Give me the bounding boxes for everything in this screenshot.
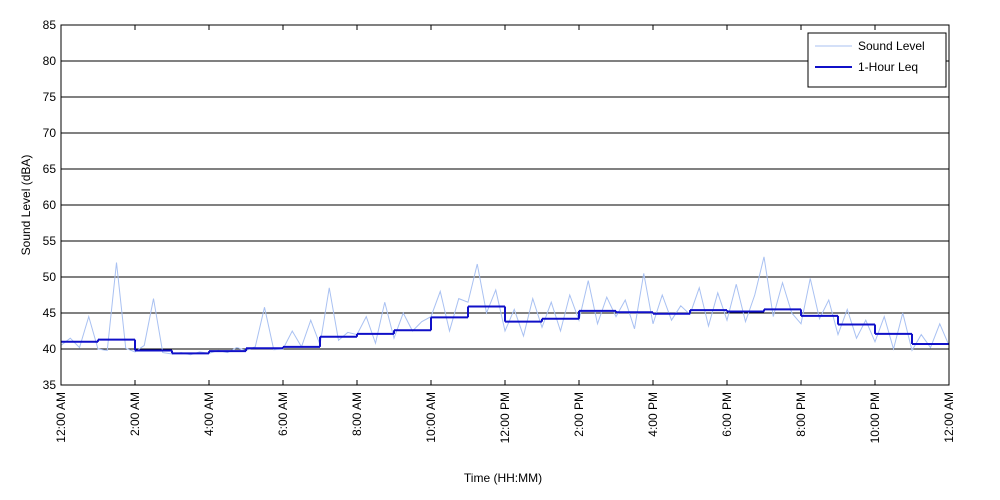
x-tick-label: 8:00 PM <box>794 392 808 437</box>
x-tick-label: 10:00 PM <box>868 392 882 443</box>
x-tick-label: 10:00 AM <box>424 392 438 443</box>
plot-frame <box>60 24 950 386</box>
x-tick-label: 8:00 AM <box>350 392 364 436</box>
y-tick-label: 80 <box>43 54 57 68</box>
y-tick-label: 45 <box>43 306 57 320</box>
x-tick-label: 12:00 AM <box>942 392 956 443</box>
y-tick-label: 50 <box>43 270 57 284</box>
x-tick-label: 4:00 PM <box>646 392 660 437</box>
x-axis-label: Time (HH:MM) <box>464 471 542 485</box>
x-tick-label: 12:00 PM <box>498 392 512 443</box>
legend-label: Sound Level <box>858 39 925 53</box>
x-tick-label: 4:00 AM <box>202 392 216 436</box>
y-tick-label: 55 <box>43 234 57 248</box>
legend-box <box>807 32 947 88</box>
x-tick-label: 2:00 PM <box>572 392 586 437</box>
x-tick-label: 6:00 AM <box>276 392 290 436</box>
legend-label: 1-Hour Leq <box>858 60 918 74</box>
y-tick-label: 40 <box>43 342 57 356</box>
y-tick-label: 70 <box>43 126 57 140</box>
y-tick-label: 60 <box>43 198 57 212</box>
x-tick-label: 6:00 PM <box>720 392 734 437</box>
y-tick-label: 65 <box>43 162 57 176</box>
x-tick-label: 12:00 AM <box>54 392 68 443</box>
y-tick-label: 85 <box>43 18 57 32</box>
y-tick-label: 35 <box>43 378 57 392</box>
x-tick-label: 2:00 AM <box>128 392 142 436</box>
step-line <box>61 305 949 355</box>
y-axis-label: Sound Level (dBA) <box>19 155 33 256</box>
y-tick-label: 75 <box>43 90 57 104</box>
